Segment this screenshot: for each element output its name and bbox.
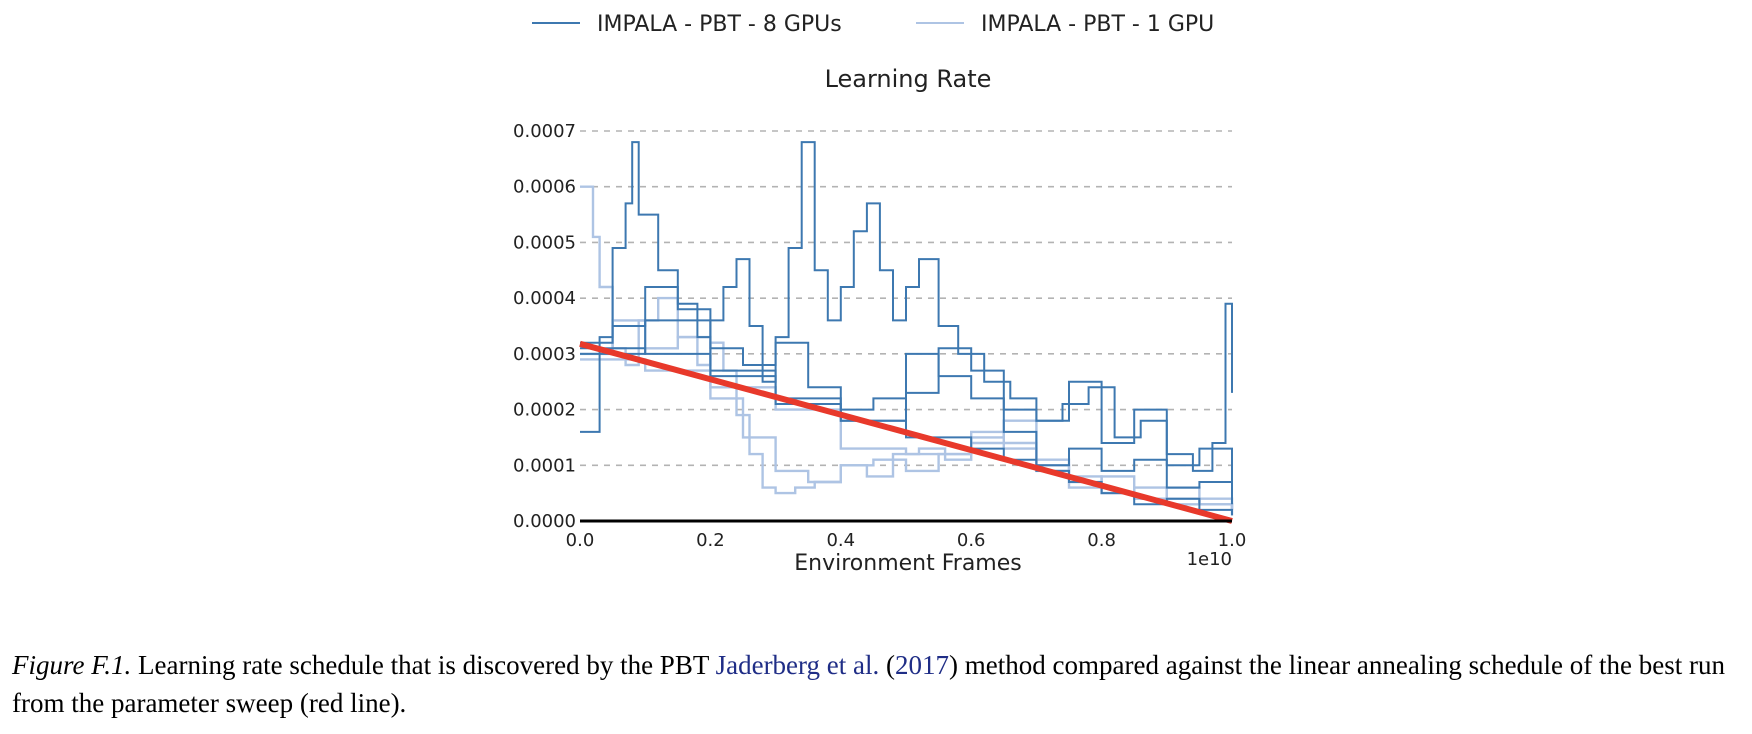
- y-tick-label: 0.0005: [513, 232, 576, 253]
- x-tick-label: 0.0: [566, 530, 595, 551]
- series-8gpus-line: [580, 141, 1233, 472]
- caption-figure-label: Figure F.1.: [12, 650, 132, 680]
- caption-cite-authors[interactable]: Jaderberg et al.: [715, 650, 880, 680]
- series-linear-annealing: [579, 340, 1233, 524]
- figure-caption: Figure F.1. Learning rate schedule that …: [12, 646, 1742, 722]
- y-tick-label: 0.0000: [513, 511, 576, 532]
- legend-label-1gpu: IMPALA - PBT - 1 GPU: [981, 12, 1214, 37]
- x-tick-label: 0.2: [696, 530, 725, 551]
- series-8gpus-line: [580, 286, 1233, 505]
- chart: IMPALA - PBT - 8 GPUs IMPALA - PBT - 1 G…: [513, 12, 1247, 576]
- x-tick-label: 0.8: [1087, 530, 1116, 551]
- caption-cite-year[interactable]: 2017: [895, 650, 950, 680]
- y-tick-label: 0.0001: [513, 455, 576, 476]
- y-axis-ticks: 0.0000 0.0001 0.0002 0.0003 0.0004 0.0005 0.00…: [513, 121, 576, 532]
- y-tick-label: 0.0007: [513, 121, 576, 142]
- x-offset-label: 1e10: [1187, 549, 1232, 570]
- y-tick-label: 0.0002: [513, 400, 576, 421]
- y-tick-label: 0.0004: [513, 288, 576, 309]
- caption-cite-open: (: [879, 650, 896, 680]
- caption-text-before: Learning rate schedule that is discovere…: [131, 650, 716, 680]
- x-axis-ticks: 0.0 0.2 0.4 0.6 0.8 1.0: [566, 530, 1247, 551]
- linear-annealing-line: [579, 340, 1233, 524]
- x-tick-label: 1.0: [1218, 530, 1247, 551]
- caption-text-after: ) method compared against the linear ann…: [12, 650, 1726, 718]
- y-tick-label: 0.0006: [513, 177, 576, 198]
- x-axis-label: Environment Frames: [794, 551, 1021, 576]
- legend-label-8gpus: IMPALA - PBT - 8 GPUs: [597, 12, 842, 37]
- series-8gpus-line: [580, 319, 1233, 494]
- y-tick-label: 0.0003: [513, 344, 576, 365]
- x-tick-label: 0.4: [826, 530, 855, 551]
- x-tick-label: 0.6: [957, 530, 986, 551]
- chart-title: Learning Rate: [825, 65, 992, 93]
- legend: IMPALA - PBT - 8 GPUs IMPALA - PBT - 1 G…: [532, 12, 1214, 37]
